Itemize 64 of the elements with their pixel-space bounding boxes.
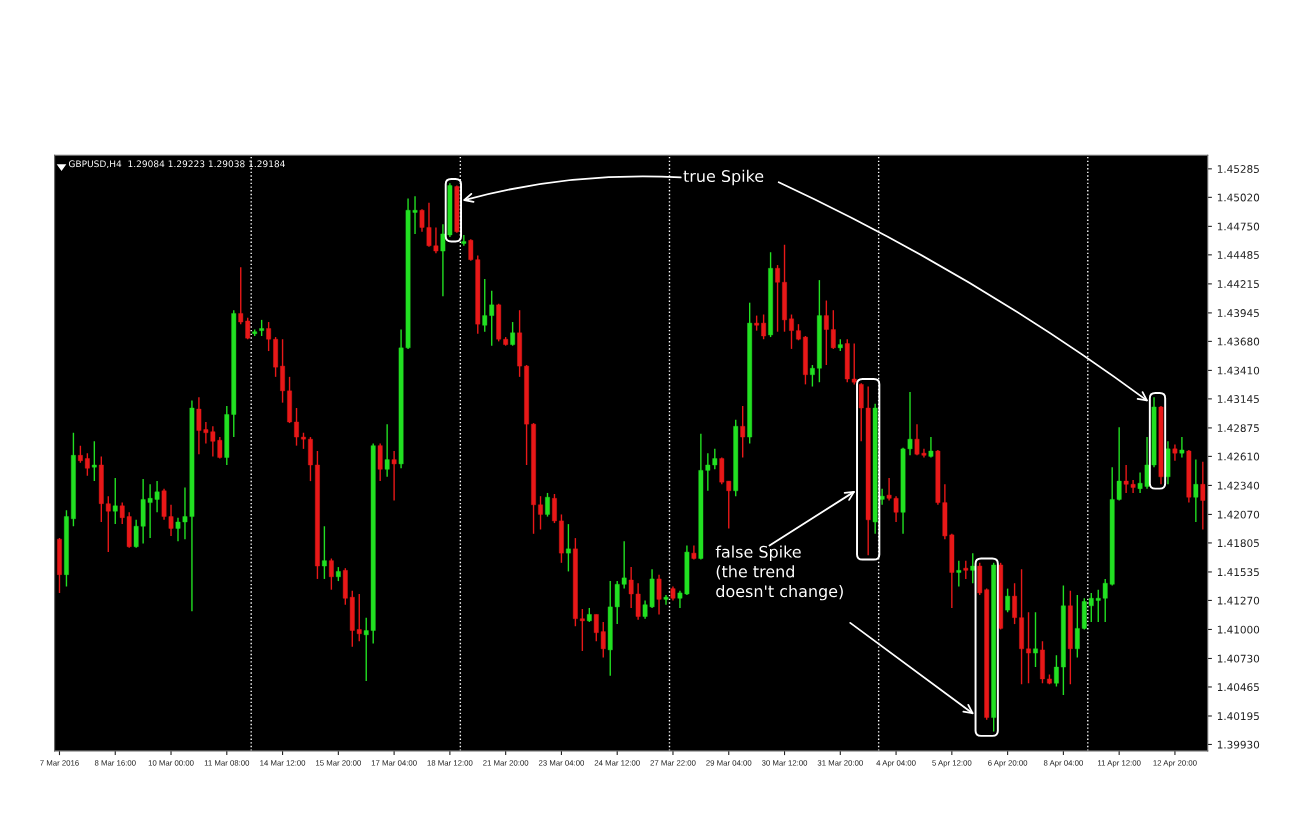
y-tick-label: 1.44750: [1217, 222, 1260, 231]
y-tick-label: 1.39930: [1217, 740, 1260, 749]
candlestick: [663, 594, 669, 606]
y-tick-label: 1.42875: [1217, 424, 1259, 433]
annotation: true Spike: [683, 169, 764, 186]
y-tick-label: 1.44485: [1217, 251, 1259, 259]
candlestick: [538, 495, 543, 531]
candlestick: [461, 234, 467, 247]
candlestick: [112, 477, 118, 525]
y-tick-label: 1.40195: [1217, 712, 1259, 721]
candlestick: [761, 313, 766, 340]
candlestick: [266, 321, 271, 352]
candlestick: [956, 559, 962, 588]
annotation: false Spike (the trend doesn't change): [715, 545, 843, 601]
y-tick-label: 1.45285: [1217, 165, 1259, 173]
candlestick: [879, 487, 885, 506]
candlestick: [391, 450, 397, 502]
candlestick: [810, 364, 815, 388]
candlestick: [823, 299, 829, 366]
candlestick: [830, 309, 836, 350]
candlestick: [656, 573, 662, 616]
candlestick: [1005, 587, 1010, 613]
y-tick-label: 1.43145: [1217, 395, 1259, 403]
y-tick-label: 1.40730: [1217, 654, 1260, 663]
candlestick: [579, 608, 585, 652]
candlestick: [1193, 458, 1199, 523]
candlestick: [970, 552, 976, 584]
candlestick: [963, 559, 969, 580]
y-tick-label: 1.42070: [1217, 510, 1260, 519]
candlestick: [91, 440, 97, 482]
candlestick: [552, 493, 557, 524]
y-tick-label: 1.43680: [1217, 337, 1260, 346]
y-tick-label: 1.41000: [1217, 625, 1260, 634]
candlestick: [1179, 436, 1185, 459]
y-tick-label: 1.43945: [1217, 309, 1259, 317]
y-tick-label: 1.42610: [1217, 452, 1260, 461]
candlestick: [329, 557, 334, 591]
candlestick: [384, 423, 390, 478]
y-tick-label: 1.43410: [1217, 366, 1260, 375]
candlestick: [1026, 611, 1031, 684]
candlestick: [377, 442, 383, 482]
y-tick-label: 1.41270: [1217, 596, 1260, 605]
y-tick-label: 1.42340: [1217, 481, 1260, 490]
candlestick: [1033, 611, 1038, 668]
candlestick: [566, 523, 571, 573]
candlestick: [775, 264, 780, 333]
candlestick: [1172, 443, 1178, 462]
y-tick-label: 1.41805: [1217, 539, 1259, 548]
y-tick-label: 1.45020: [1217, 193, 1260, 202]
candlestick: [545, 492, 550, 518]
candlestick: [440, 223, 446, 297]
candlestick: [1012, 582, 1017, 625]
y-tick-label: 1.41535: [1217, 568, 1259, 577]
candlestick: [510, 321, 515, 347]
y-tick-label: 1.40465: [1217, 683, 1259, 692]
candlestick: [85, 452, 90, 477]
candlestick: [740, 405, 746, 459]
candlestick: [322, 525, 327, 580]
chart-title: GBPUSD,H4 1.29084 1.29223 1.29038 1.29184: [68, 160, 285, 169]
candlestick: [1054, 654, 1059, 688]
y-tick-label: 1.44215: [1217, 280, 1259, 288]
candlestick: [789, 313, 794, 350]
candlestick: [294, 407, 299, 447]
candlestick: [1200, 461, 1206, 531]
